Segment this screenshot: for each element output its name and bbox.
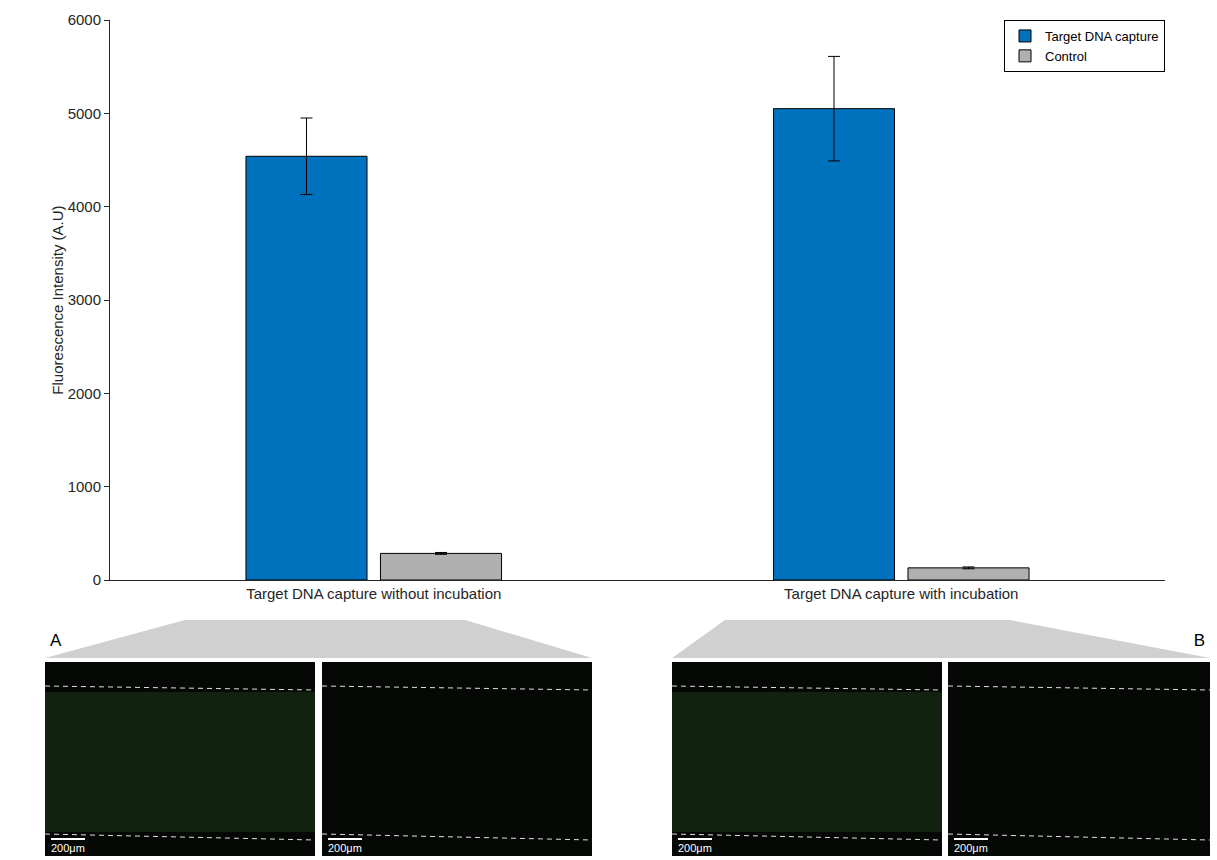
svg-text:0: 0 [93,571,101,588]
svg-text:Target DNA capture: Target DNA capture [1045,29,1158,44]
svg-text:6000: 6000 [68,11,101,28]
svg-text:A: A [50,631,62,650]
svg-text:4000: 4000 [68,198,101,215]
svg-text:3000: 3000 [68,291,101,308]
svg-text:Control: Control [1045,49,1087,64]
svg-text:200μm: 200μm [678,842,712,854]
svg-text:5000: 5000 [68,105,101,122]
svg-text:Target DNA capture with incuba: Target DNA capture with incubation [784,585,1018,602]
svg-text:200μm: 200μm [328,842,362,854]
svg-text:B: B [1194,631,1205,650]
svg-text:Target DNA capture without inc: Target DNA capture without incubation [246,585,501,602]
svg-text:200μm: 200μm [51,842,85,854]
svg-text:2000: 2000 [68,385,101,402]
svg-text:Fluorescence Intensity (A.U): Fluorescence Intensity (A.U) [49,205,66,394]
svg-text:1000: 1000 [68,478,101,495]
svg-text:200μm: 200μm [954,842,988,854]
